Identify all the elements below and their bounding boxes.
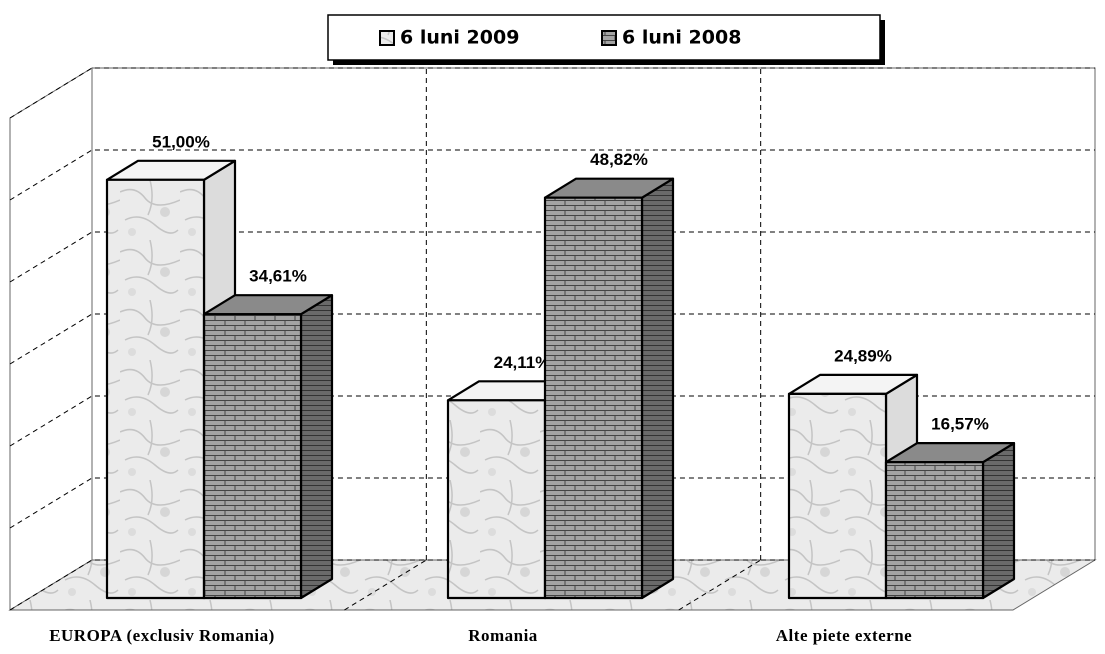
legend-swatch (379, 30, 395, 46)
bar (884, 442, 1016, 600)
bar-side (640, 177, 675, 600)
data-label: 48,82% (590, 150, 648, 169)
bar-side (981, 442, 1016, 600)
bar (202, 294, 334, 600)
x-tick-label: EUROPA (exclusiv Romania) (49, 626, 275, 645)
x-tick-label: Alte piete externe (776, 626, 912, 645)
bar-front (446, 399, 547, 600)
x-tick-label: Romania (468, 626, 538, 645)
bar-side (299, 294, 334, 600)
data-label: 51,00% (152, 132, 210, 151)
legend-label: 6 luni 2008 (622, 27, 741, 49)
legend: 6 luni 2009 6 luni 2008 (327, 14, 885, 65)
legend-label: 6 luni 2009 (400, 27, 519, 49)
category-divider (344, 559, 427, 611)
bar-front (543, 196, 644, 600)
bar (543, 177, 675, 600)
data-label: 24,89% (834, 346, 892, 365)
category-divider (678, 559, 761, 611)
bar-front (884, 461, 985, 600)
bar-front (105, 178, 206, 600)
data-label: 24,11% (494, 353, 551, 372)
bar-front (202, 313, 303, 600)
legend-swatch (601, 30, 617, 46)
data-label: 16,57% (931, 415, 989, 434)
bar-front (787, 392, 888, 600)
data-label: 34,61% (249, 267, 307, 286)
